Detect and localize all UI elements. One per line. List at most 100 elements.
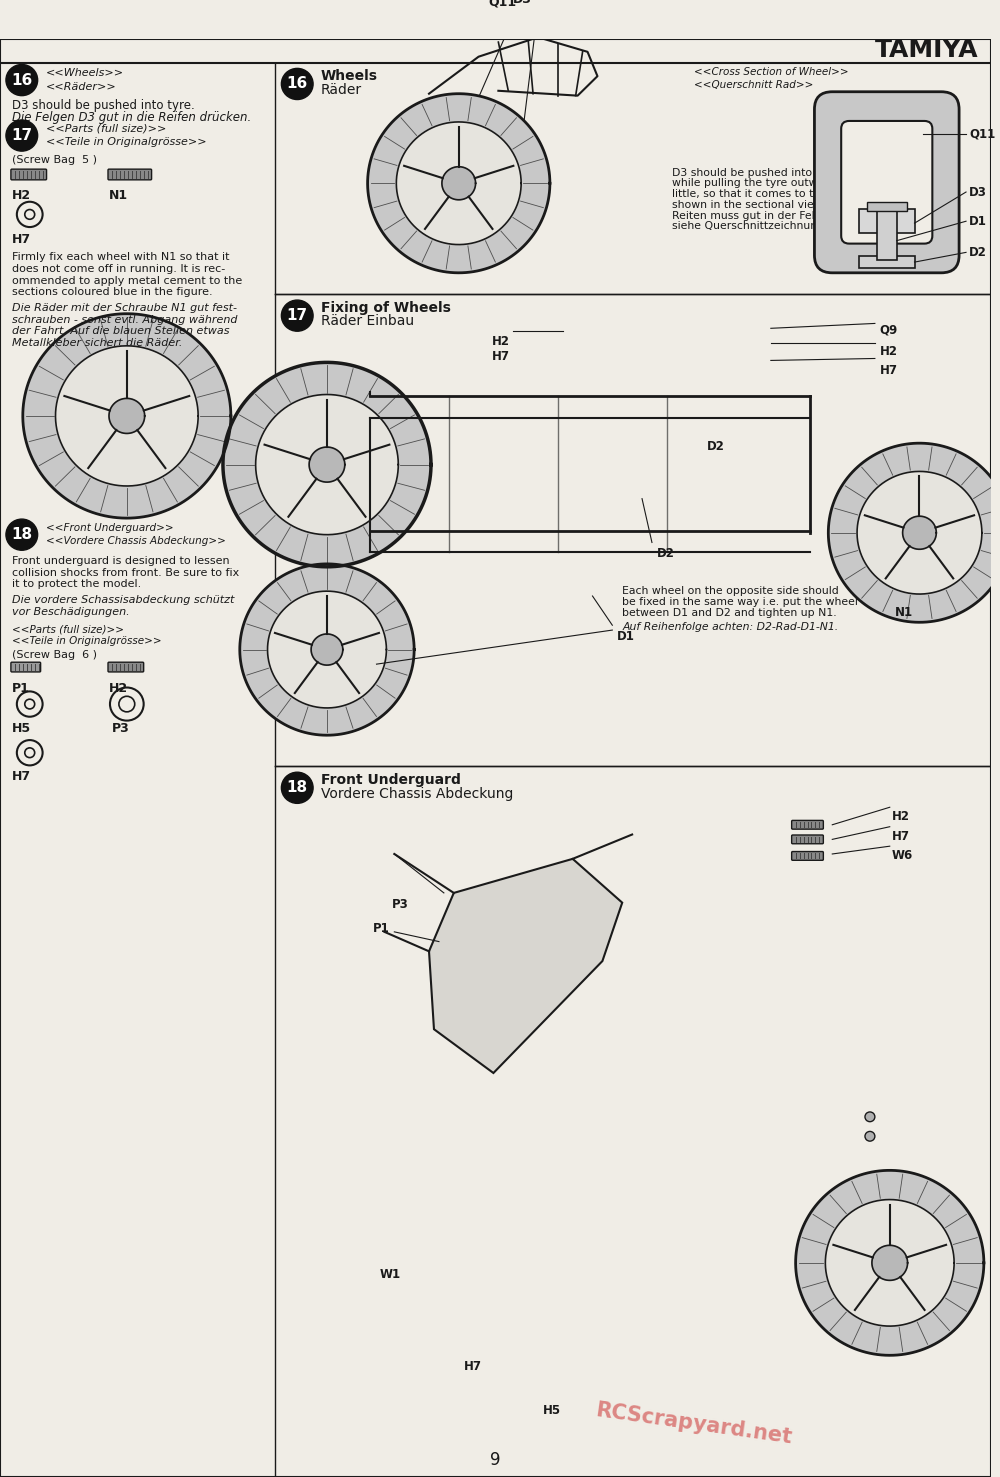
Text: W1: W1 bbox=[379, 1267, 401, 1281]
Text: H5: H5 bbox=[12, 722, 31, 734]
Text: <<Front Underguard>>: <<Front Underguard>> bbox=[46, 523, 173, 533]
Bar bbox=[867, 202, 907, 211]
Text: D2: D2 bbox=[706, 440, 724, 453]
Polygon shape bbox=[109, 399, 145, 433]
Polygon shape bbox=[828, 443, 1000, 622]
Text: D2: D2 bbox=[969, 245, 987, 258]
Text: P1: P1 bbox=[373, 922, 389, 935]
Text: while pulling the tyre outward little by: while pulling the tyre outward little by bbox=[672, 179, 880, 189]
Text: H7: H7 bbox=[892, 830, 910, 843]
Text: H2: H2 bbox=[892, 811, 910, 823]
Circle shape bbox=[865, 1131, 875, 1142]
Text: Q9: Q9 bbox=[880, 323, 898, 337]
Circle shape bbox=[6, 65, 38, 96]
Text: D1: D1 bbox=[617, 631, 635, 642]
Text: D3 should be pushed into tyre.: D3 should be pushed into tyre. bbox=[12, 99, 195, 112]
Text: siehe Querschnittzeichnung.: siehe Querschnittzeichnung. bbox=[672, 222, 827, 232]
Text: ommended to apply metal cement to the: ommended to apply metal cement to the bbox=[12, 276, 242, 285]
Text: P3: P3 bbox=[392, 898, 409, 911]
Text: Fixing of Wheels: Fixing of Wheels bbox=[321, 301, 451, 315]
Text: 16: 16 bbox=[11, 72, 32, 87]
Circle shape bbox=[281, 68, 313, 99]
Polygon shape bbox=[311, 634, 343, 665]
FancyBboxPatch shape bbox=[108, 662, 144, 672]
Text: <<Querschnitt Rad>>: <<Querschnitt Rad>> bbox=[694, 80, 813, 90]
Text: <<Teile in Originalgrösse>>: <<Teile in Originalgrösse>> bbox=[46, 137, 206, 148]
Text: Reiten muss gut in der Felge liegen: Reiten muss gut in der Felge liegen bbox=[672, 211, 865, 220]
Circle shape bbox=[281, 300, 313, 331]
Circle shape bbox=[6, 120, 38, 151]
Text: TAMIYA: TAMIYA bbox=[875, 38, 979, 62]
Text: D3 should be pushed into tyre. Push it in: D3 should be pushed into tyre. Push it i… bbox=[672, 168, 894, 177]
Text: Die Felgen D3 gut in die Reifen drücken.: Die Felgen D3 gut in die Reifen drücken. bbox=[12, 111, 251, 124]
Text: <<Parts (full size)>>: <<Parts (full size)>> bbox=[46, 124, 166, 134]
Polygon shape bbox=[240, 564, 414, 736]
Text: H7: H7 bbox=[464, 1360, 482, 1374]
Text: Die vordere Schassisabdeckung schützt: Die vordere Schassisabdeckung schützt bbox=[12, 595, 234, 606]
Bar bbox=[877, 207, 897, 260]
Text: H2: H2 bbox=[109, 682, 128, 694]
Text: little, so that it comes to the position: little, so that it comes to the position bbox=[672, 189, 874, 199]
Text: H7: H7 bbox=[880, 365, 898, 377]
Bar bbox=[859, 257, 915, 267]
FancyBboxPatch shape bbox=[11, 662, 41, 672]
Circle shape bbox=[6, 518, 38, 551]
Polygon shape bbox=[903, 515, 936, 549]
Text: (Screw Bag  5 ): (Screw Bag 5 ) bbox=[12, 155, 97, 165]
Polygon shape bbox=[825, 1199, 954, 1326]
FancyBboxPatch shape bbox=[11, 170, 47, 180]
Text: schrauben - sonst evtl. Abgang während: schrauben - sonst evtl. Abgang während bbox=[12, 315, 237, 325]
Text: does not come off in running. It is rec-: does not come off in running. It is rec- bbox=[12, 264, 225, 275]
Text: vor Beschädigungen.: vor Beschädigungen. bbox=[12, 607, 130, 617]
Text: <<Cross Section of Wheel>>: <<Cross Section of Wheel>> bbox=[694, 68, 848, 77]
Text: 17: 17 bbox=[11, 128, 32, 143]
Text: Front Underguard: Front Underguard bbox=[321, 772, 461, 787]
Text: Q11: Q11 bbox=[488, 0, 517, 7]
Polygon shape bbox=[796, 1170, 984, 1356]
Text: sections coloured blue in the figure.: sections coloured blue in the figure. bbox=[12, 288, 213, 297]
Text: it to protect the model.: it to protect the model. bbox=[12, 579, 141, 589]
Polygon shape bbox=[872, 1245, 908, 1281]
Text: Räder Einbau: Räder Einbau bbox=[321, 315, 414, 328]
Circle shape bbox=[281, 772, 313, 803]
Text: H7: H7 bbox=[12, 771, 31, 783]
Text: <<Parts (full size)>>: <<Parts (full size)>> bbox=[12, 625, 124, 634]
Text: H2: H2 bbox=[12, 189, 31, 202]
Text: der Fahrt. Auf die blauen Stellen etwas: der Fahrt. Auf die blauen Stellen etwas bbox=[12, 326, 229, 337]
Text: <<Wheels>>: <<Wheels>> bbox=[46, 68, 124, 78]
FancyBboxPatch shape bbox=[792, 852, 823, 860]
Polygon shape bbox=[396, 123, 521, 245]
Text: 18: 18 bbox=[287, 780, 308, 795]
Text: collision shocks from front. Be sure to fix: collision shocks from front. Be sure to … bbox=[12, 567, 239, 578]
Text: <<Räder>>: <<Räder>> bbox=[46, 81, 116, 92]
Text: 17: 17 bbox=[287, 309, 308, 323]
Polygon shape bbox=[442, 167, 476, 199]
Text: H2: H2 bbox=[491, 335, 509, 349]
Polygon shape bbox=[55, 346, 198, 486]
Circle shape bbox=[865, 1112, 875, 1121]
Text: Firmly fix each wheel with N1 so that it: Firmly fix each wheel with N1 so that it bbox=[12, 253, 229, 263]
Polygon shape bbox=[368, 93, 550, 273]
Polygon shape bbox=[429, 858, 622, 1072]
Text: D2: D2 bbox=[657, 548, 675, 560]
Polygon shape bbox=[256, 394, 398, 535]
Text: H5: H5 bbox=[543, 1405, 561, 1416]
Text: H7: H7 bbox=[491, 350, 509, 363]
Text: 9: 9 bbox=[490, 1452, 501, 1470]
Text: N1: N1 bbox=[109, 189, 128, 202]
Text: D3: D3 bbox=[969, 186, 987, 198]
Text: 16: 16 bbox=[287, 77, 308, 92]
Text: Metallkleber sichert die Räder.: Metallkleber sichert die Räder. bbox=[12, 338, 182, 349]
Text: N1: N1 bbox=[895, 606, 913, 619]
Text: <<Teile in Originalgrösse>>: <<Teile in Originalgrösse>> bbox=[12, 637, 162, 645]
FancyBboxPatch shape bbox=[814, 92, 959, 273]
Text: P1: P1 bbox=[12, 682, 30, 694]
Text: shown in the sectional view.: shown in the sectional view. bbox=[672, 199, 825, 210]
Text: Each wheel on the opposite side should: Each wheel on the opposite side should bbox=[622, 586, 839, 597]
Text: D1: D1 bbox=[969, 214, 987, 227]
FancyBboxPatch shape bbox=[841, 121, 932, 244]
Bar bbox=[859, 208, 915, 233]
FancyBboxPatch shape bbox=[108, 170, 152, 180]
Text: Front underguard is designed to lessen: Front underguard is designed to lessen bbox=[12, 557, 230, 566]
Text: Auf Reihenfolge achten: D2-Rad-D1-N1.: Auf Reihenfolge achten: D2-Rad-D1-N1. bbox=[622, 622, 838, 632]
